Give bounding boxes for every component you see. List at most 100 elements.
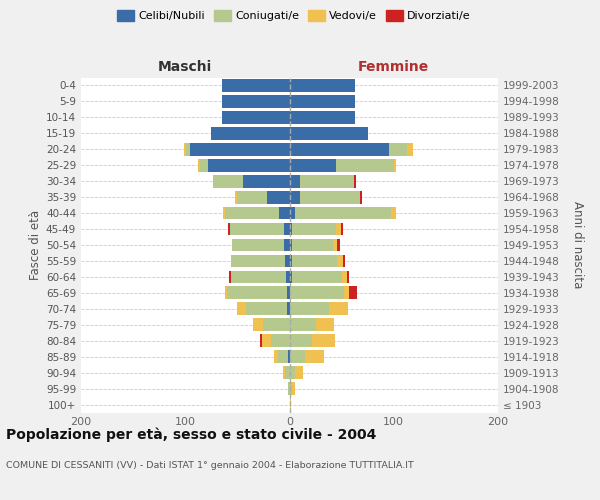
Bar (184, 143, 186, 156)
Bar (229, 270, 231, 283)
Bar (341, 222, 343, 235)
Bar (200, 159, 208, 172)
Bar (222, 95, 290, 108)
Y-axis label: Anni di nascita: Anni di nascita (571, 202, 584, 288)
Bar (274, 350, 278, 363)
Bar (227, 286, 287, 299)
Bar (214, 175, 242, 188)
Bar (222, 79, 290, 92)
Bar (222, 111, 290, 124)
Bar (290, 350, 305, 363)
Bar (289, 350, 290, 363)
Bar (238, 302, 246, 315)
Bar (292, 238, 333, 252)
Bar (290, 254, 292, 268)
Bar (284, 238, 290, 252)
Bar (253, 318, 263, 331)
Bar (292, 270, 341, 283)
Bar (295, 206, 391, 220)
Bar (208, 159, 290, 172)
Text: Maschi: Maschi (158, 60, 212, 74)
Bar (271, 334, 290, 347)
Bar (286, 270, 290, 283)
Text: Popolazione per età, sesso e stato civile - 2004: Popolazione per età, sesso e stato civil… (6, 428, 376, 442)
Bar (242, 175, 290, 188)
Bar (300, 191, 361, 203)
Bar (290, 111, 355, 124)
Bar (211, 127, 290, 140)
Bar (279, 206, 290, 220)
Bar (225, 286, 227, 299)
Bar (290, 222, 292, 235)
Bar (283, 366, 286, 379)
Bar (337, 238, 340, 252)
Y-axis label: Fasce di età: Fasce di età (29, 210, 42, 280)
Bar (287, 286, 290, 299)
Bar (262, 334, 271, 347)
Bar (290, 159, 337, 172)
Bar (391, 206, 396, 220)
Bar (333, 238, 337, 252)
Bar (290, 366, 295, 379)
Bar (290, 270, 292, 283)
Bar (198, 159, 200, 172)
Bar (286, 254, 290, 268)
Bar (246, 302, 287, 315)
Bar (337, 254, 343, 268)
Bar (235, 191, 238, 203)
Bar (223, 206, 225, 220)
Bar (284, 222, 290, 235)
Bar (286, 366, 290, 379)
Bar (407, 143, 413, 156)
Text: Femmine: Femmine (358, 60, 430, 74)
Bar (347, 270, 349, 283)
Bar (290, 382, 292, 395)
Bar (290, 238, 292, 252)
Bar (341, 270, 347, 283)
Bar (287, 302, 290, 315)
Bar (290, 302, 329, 315)
Bar (316, 318, 334, 331)
Text: COMUNE DI CESSANITI (VV) - Dati ISTAT 1° gennaio 2004 - Elaborazione TUTTITALIA.: COMUNE DI CESSANITI (VV) - Dati ISTAT 1°… (6, 461, 414, 470)
Bar (186, 143, 190, 156)
Bar (228, 222, 230, 235)
Bar (389, 143, 407, 156)
Legend: Celibi/Nubili, Coniugati/e, Vedovi/e, Divorziati/e: Celibi/Nubili, Coniugati/e, Vedovi/e, Di… (113, 6, 475, 25)
Bar (290, 127, 368, 140)
Bar (290, 191, 300, 203)
Bar (230, 222, 284, 235)
Bar (278, 350, 289, 363)
Bar (289, 382, 290, 395)
Bar (329, 302, 348, 315)
Bar (231, 254, 286, 268)
Bar (313, 334, 335, 347)
Bar (238, 191, 266, 203)
Bar (266, 191, 290, 203)
Bar (290, 79, 355, 92)
Bar (292, 382, 295, 395)
Bar (361, 191, 362, 203)
Bar (354, 175, 356, 188)
Bar (305, 350, 324, 363)
Bar (290, 206, 295, 220)
Bar (290, 334, 313, 347)
Bar (290, 318, 316, 331)
Bar (260, 334, 262, 347)
Bar (337, 159, 394, 172)
Bar (292, 254, 337, 268)
Bar (295, 366, 303, 379)
Bar (290, 286, 344, 299)
Bar (232, 238, 284, 252)
Bar (290, 175, 300, 188)
Bar (290, 95, 355, 108)
Bar (263, 318, 290, 331)
Bar (231, 270, 286, 283)
Bar (225, 206, 279, 220)
Bar (344, 286, 349, 299)
Bar (290, 143, 389, 156)
Bar (190, 143, 290, 156)
Bar (343, 254, 345, 268)
Bar (292, 222, 337, 235)
Bar (337, 222, 341, 235)
Bar (300, 175, 354, 188)
